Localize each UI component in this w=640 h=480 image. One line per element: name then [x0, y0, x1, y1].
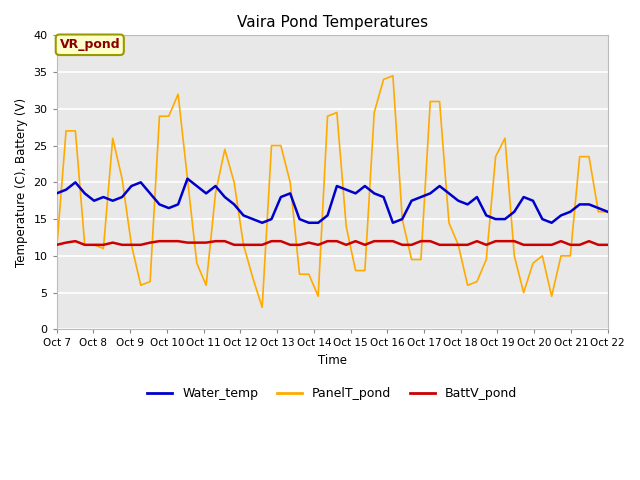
X-axis label: Time: Time	[317, 354, 347, 367]
Legend: Water_temp, PanelT_pond, BattV_pond: Water_temp, PanelT_pond, BattV_pond	[142, 383, 522, 406]
Text: VR_pond: VR_pond	[60, 38, 120, 51]
Y-axis label: Temperature (C), Battery (V): Temperature (C), Battery (V)	[15, 98, 28, 267]
Title: Vaira Pond Temperatures: Vaira Pond Temperatures	[237, 15, 428, 30]
